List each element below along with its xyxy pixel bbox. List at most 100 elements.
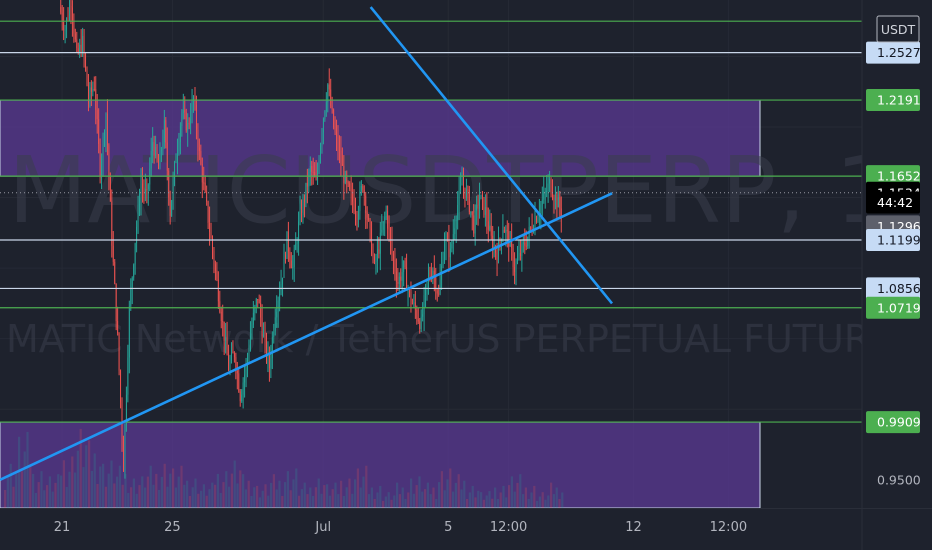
volume-bar [96,484,99,508]
candle-body [463,183,464,188]
volume-bar [202,484,205,508]
candle-body [449,248,451,258]
volume-bar [138,485,141,508]
candle-body [376,249,378,261]
volume-bar [4,490,7,508]
candle-body [409,289,410,292]
candle-body [76,39,78,49]
candle-body [333,109,335,128]
candle-body [82,35,84,53]
candle-body [387,210,389,229]
candle-body [131,277,133,290]
candle-body [486,207,488,222]
volume-bar [60,475,63,508]
volume-bar [379,485,382,508]
candle-body [506,229,508,232]
candle-body [73,20,75,34]
candle-body [553,198,555,201]
candle-body [397,281,399,284]
volume-bar [359,487,362,508]
candle-body [236,370,238,374]
volume-bar [468,492,471,508]
candle-body [144,189,146,192]
candle-body [261,317,263,337]
volume-bar [494,487,497,508]
candle-body [395,271,397,282]
candle-body [273,331,275,338]
candle-body [298,221,300,243]
candle-body [346,175,348,183]
candle-body [420,316,422,330]
volume-bar [284,482,287,508]
candle-body [477,204,479,209]
volume-bar [306,494,309,508]
candle-body [479,198,480,209]
volume-bar [410,478,413,508]
volume-bar [68,471,71,508]
volume-bar [513,491,516,508]
candle-body [193,97,194,101]
price-tag-label: 1.0856 [877,281,921,296]
volume-bar [463,480,466,508]
candle-body [295,244,297,250]
candle-body [426,279,428,286]
volume-bar [460,489,463,508]
candle-body [349,183,351,189]
candle-body [179,126,181,143]
candle-body [360,186,362,191]
candle-body [99,143,101,178]
candle-body [404,260,406,268]
candle-body [555,194,556,201]
candle-body [182,109,184,114]
candle-body [471,211,473,216]
candle-body [168,170,170,198]
candle-body [359,190,361,212]
candle-body [60,7,62,13]
volume-bar [219,493,222,508]
candle-body [416,309,418,319]
volume-bar [524,487,527,508]
price-tag-label: 1.2527 [877,45,921,60]
candle-body [242,382,244,395]
volume-bar [163,463,166,508]
candle-body [436,290,438,294]
volume-bar [116,476,119,508]
candle-body [86,67,88,86]
volume-bar [26,431,29,508]
volume-bar [323,485,326,508]
candle-body [134,243,136,265]
volume-bar [443,490,446,508]
candle-body [171,200,173,216]
candle-body [286,231,288,259]
candle-body [66,18,67,30]
candle-body [207,201,209,224]
candle-body [130,289,132,307]
volume-bar [337,494,340,508]
volume-bar [239,470,242,508]
candle-body [476,204,478,211]
candle-body [547,183,549,192]
candle-body [334,127,336,132]
candle-body [302,199,304,218]
candle-body [336,131,337,137]
candle-body [509,238,511,247]
candle-body [287,231,289,252]
currency-tag[interactable]: USDT [876,15,920,43]
candle-body [276,311,278,318]
candle-body [524,242,526,246]
candle-body [445,239,447,244]
volume-bar [82,467,85,508]
candle-body [212,237,213,252]
volume-bar [130,487,133,508]
volume-bar [342,496,345,508]
price-tag-box [866,41,920,64]
candle-body [498,240,499,263]
volume-bar [242,474,245,508]
x-tick-label: 12:00 [710,520,747,535]
candle-body [468,189,470,212]
volume-bar [384,496,387,508]
volume-bar [205,495,208,508]
candle-body [550,178,552,195]
